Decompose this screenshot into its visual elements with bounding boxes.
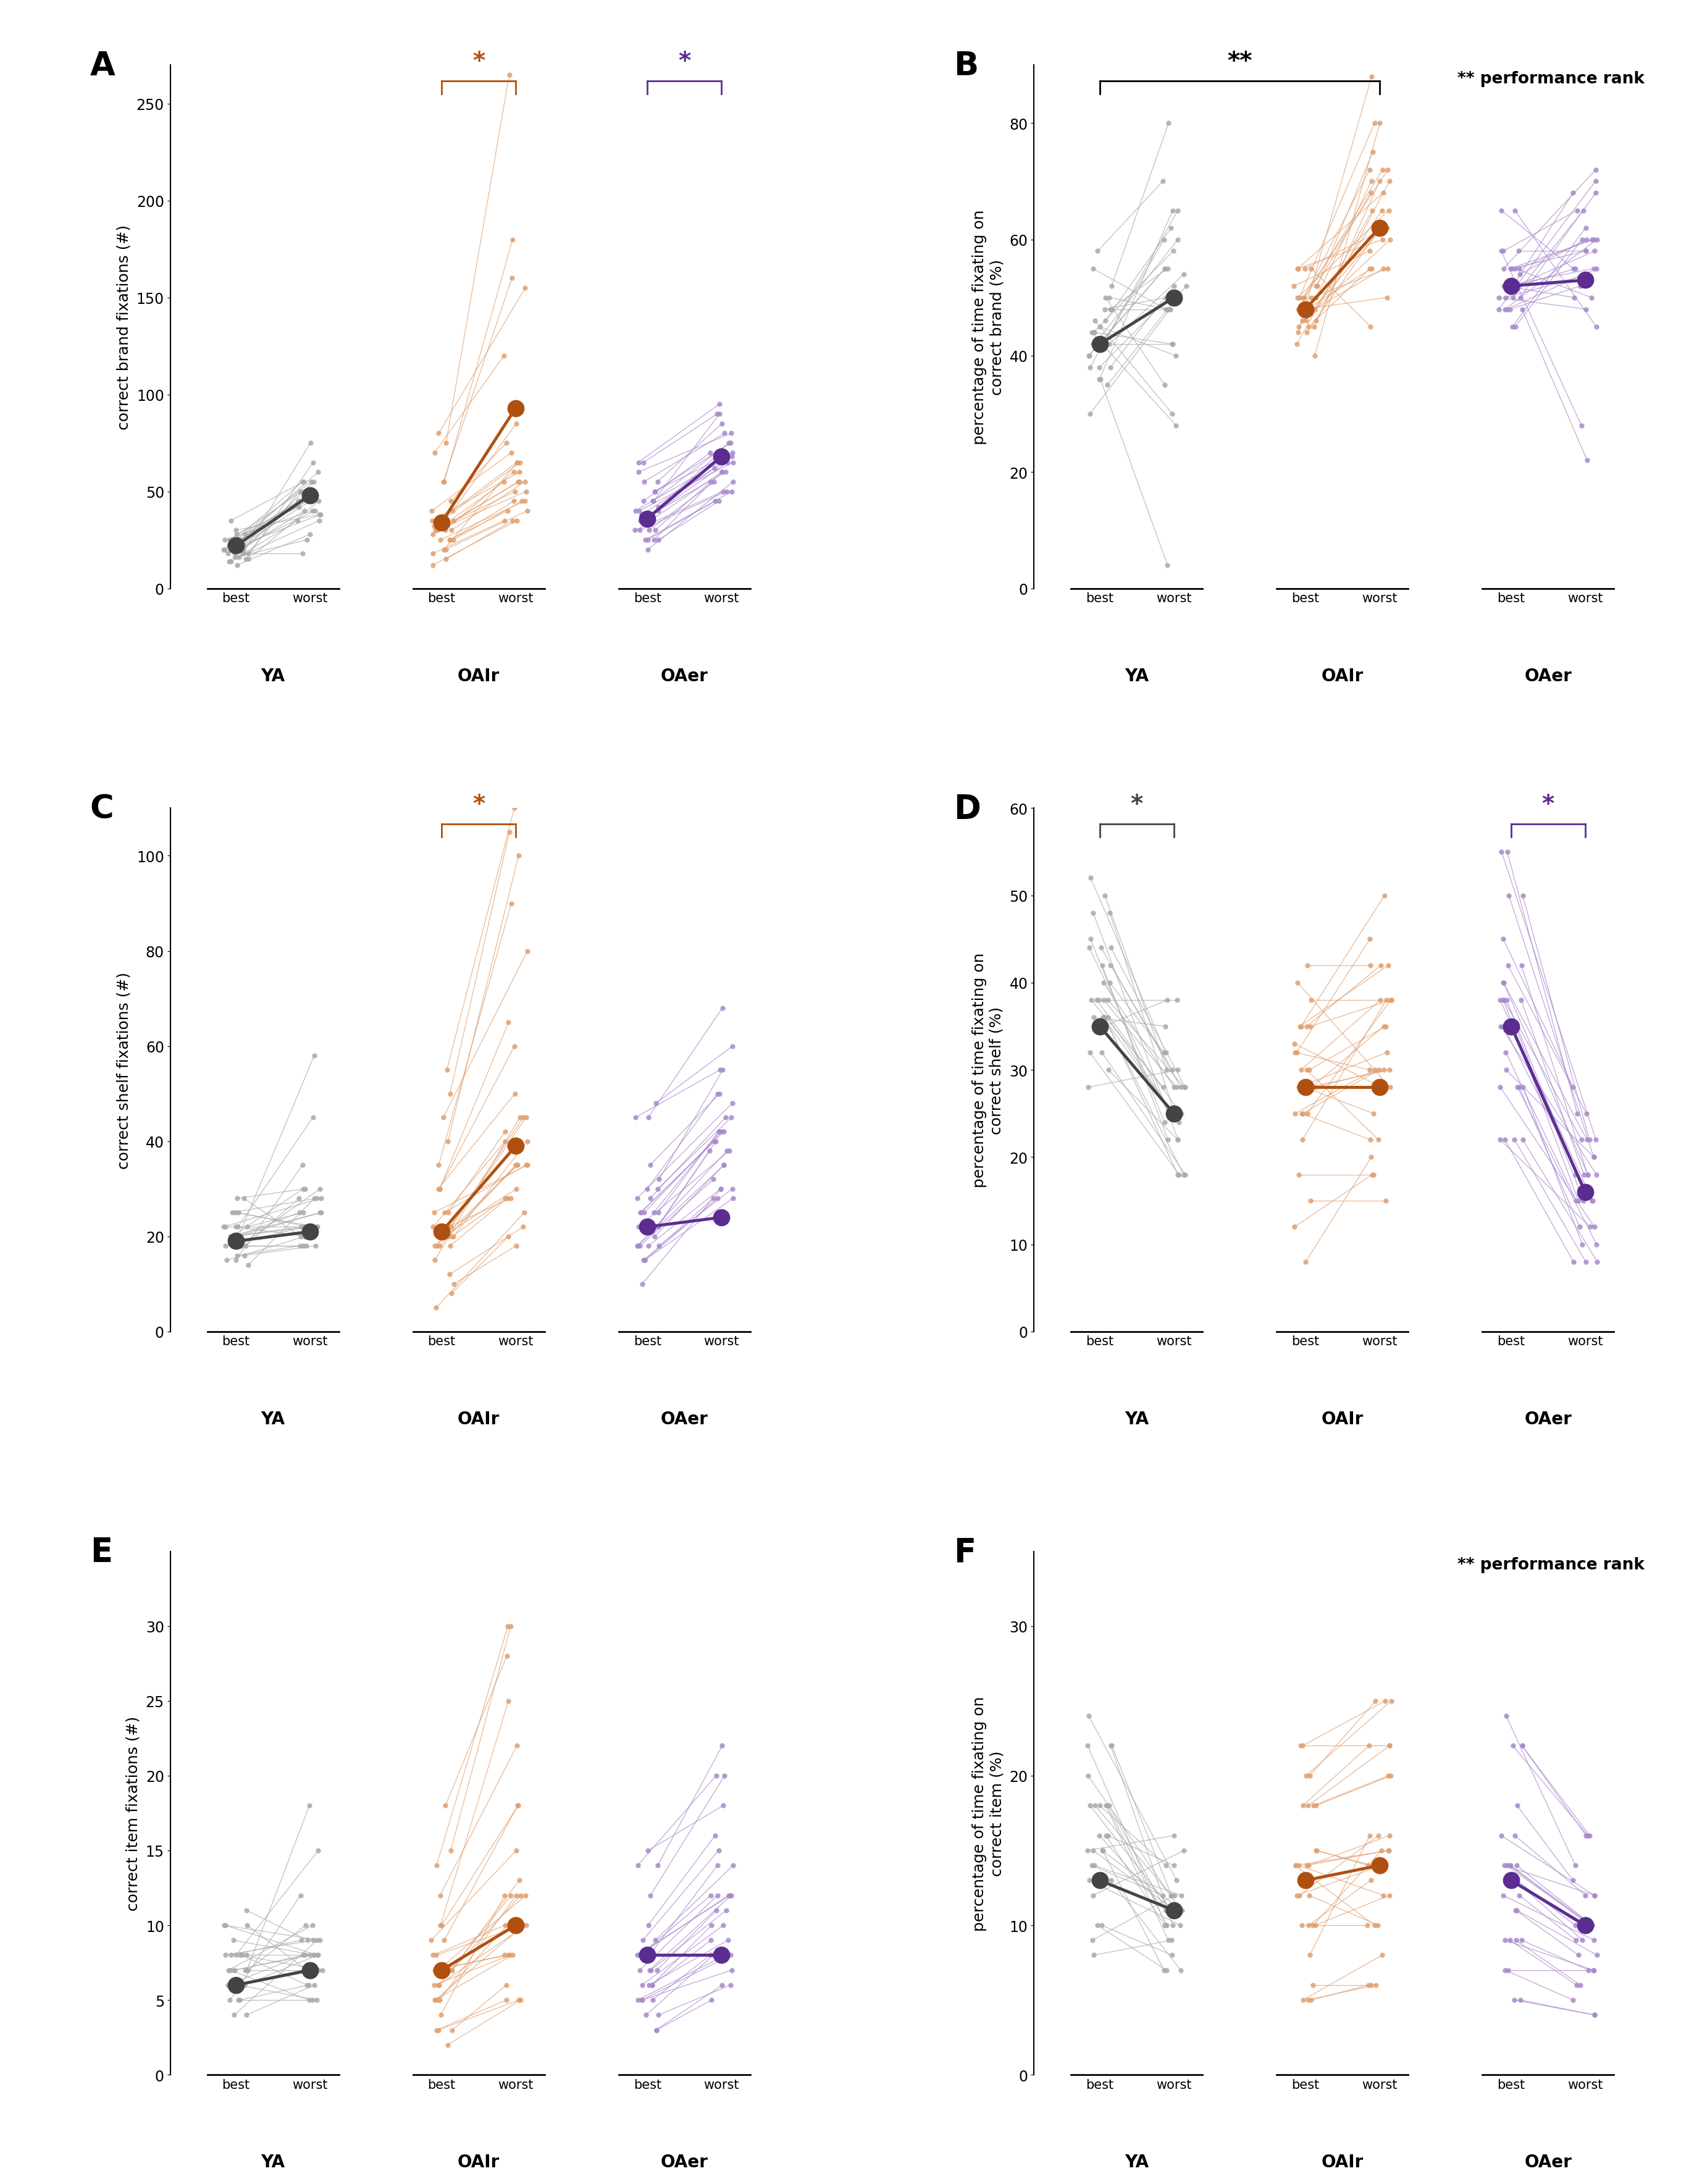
Y-axis label: correct brand fixations (#): correct brand fixations (#) <box>116 225 131 430</box>
Text: *: * <box>1130 793 1144 817</box>
Y-axis label: correct item fixations (#): correct item fixations (#) <box>126 1717 140 1911</box>
Y-axis label: percentage of time fixating on
correct item (%): percentage of time fixating on correct i… <box>972 1695 1004 1931</box>
Text: YA: YA <box>1125 668 1149 684</box>
Text: D: D <box>953 793 980 826</box>
Text: F: F <box>953 1535 975 1568</box>
Text: OAer: OAer <box>660 2153 708 2171</box>
Text: OAer: OAer <box>1525 1411 1573 1428</box>
Text: C: C <box>90 793 114 826</box>
Text: YA: YA <box>1125 1411 1149 1428</box>
Text: OAIr: OAIr <box>458 1411 500 1428</box>
Text: ** performance rank: ** performance rank <box>1457 70 1644 87</box>
Text: OAIr: OAIr <box>458 2153 500 2171</box>
Y-axis label: correct shelf fixations (#): correct shelf fixations (#) <box>116 972 131 1168</box>
Text: E: E <box>90 1535 112 1568</box>
Text: YA: YA <box>260 668 286 684</box>
Text: A: A <box>90 50 116 83</box>
Text: OAIr: OAIr <box>1321 1411 1363 1428</box>
Text: OAer: OAer <box>1525 2153 1573 2171</box>
Text: OAIr: OAIr <box>1321 668 1363 684</box>
Text: YA: YA <box>260 2153 286 2171</box>
Text: *: * <box>473 50 485 74</box>
Text: *: * <box>677 50 691 74</box>
Text: YA: YA <box>1125 2153 1149 2171</box>
Text: OAer: OAer <box>1525 668 1573 684</box>
Text: OAer: OAer <box>660 668 708 684</box>
Text: *: * <box>1542 793 1554 817</box>
Y-axis label: percentage of time fixating on
correct brand (%): percentage of time fixating on correct b… <box>972 210 1004 446</box>
Y-axis label: percentage of time fixating on
correct shelf (%): percentage of time fixating on correct s… <box>972 952 1004 1188</box>
Text: **: ** <box>1227 50 1253 74</box>
Text: OAer: OAer <box>660 1411 708 1428</box>
Text: B: B <box>953 50 979 83</box>
Text: *: * <box>473 793 485 817</box>
Text: OAIr: OAIr <box>458 668 500 684</box>
Text: ** performance rank: ** performance rank <box>1457 1557 1644 1572</box>
Text: OAIr: OAIr <box>1321 2153 1363 2171</box>
Text: YA: YA <box>260 1411 286 1428</box>
